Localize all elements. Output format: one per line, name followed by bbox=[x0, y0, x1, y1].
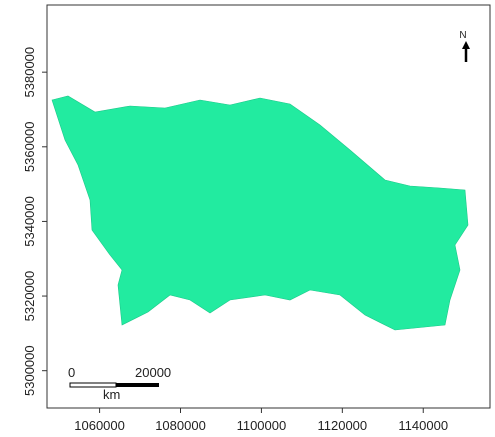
x-tick-label: 1100000 bbox=[237, 418, 287, 433]
y-tick-label: 5320000 bbox=[22, 271, 37, 322]
y-tick-label: 5340000 bbox=[22, 196, 37, 247]
region bbox=[51, 95, 469, 331]
scale-bar-black bbox=[116, 383, 159, 387]
y-tick-label: 5300000 bbox=[22, 345, 37, 396]
x-tick-label: 1060000 bbox=[74, 418, 125, 433]
north-label: N bbox=[459, 30, 466, 41]
scale-label: km bbox=[103, 387, 120, 402]
y-tick-label: 5360000 bbox=[22, 121, 37, 172]
scale-label: 0 bbox=[68, 365, 75, 380]
north-arrow: N bbox=[459, 30, 470, 62]
north-head bbox=[462, 41, 470, 49]
y-tick-label: 5380000 bbox=[22, 47, 37, 98]
x-tick-label: 1120000 bbox=[318, 418, 368, 433]
scale-bar: 0 20000 km bbox=[68, 365, 171, 402]
scale-label: 20000 bbox=[135, 365, 171, 380]
x-tick-label: 1140000 bbox=[398, 418, 448, 433]
x-tick-label: 1080000 bbox=[155, 418, 206, 433]
